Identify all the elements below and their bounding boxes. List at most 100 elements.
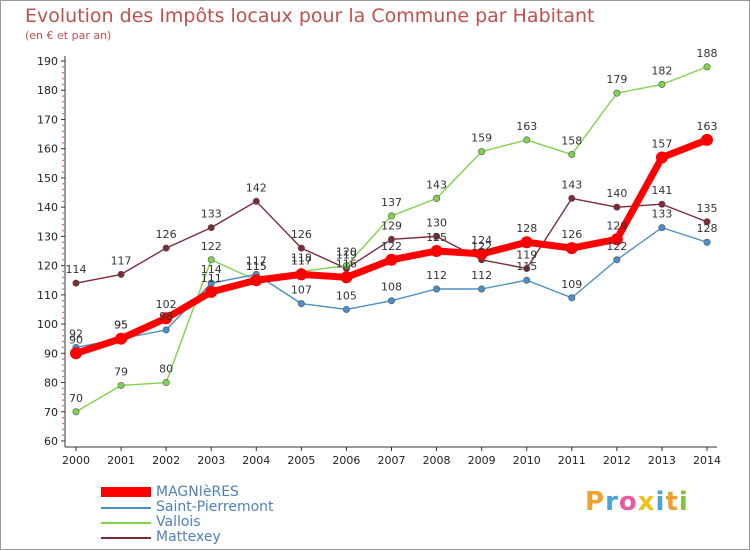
y-minor-dot (62, 317, 64, 320)
y-minor-dot (62, 422, 64, 425)
y-minor-dot (62, 334, 64, 337)
y-minor-dot (62, 223, 64, 226)
data-label-0: 128 (516, 222, 537, 235)
y-minor-dot (62, 346, 64, 349)
series-point-1 (162, 326, 170, 334)
x-tick-label: 2008 (423, 454, 451, 467)
y-minor-dot (62, 434, 64, 436)
series-point-2 (703, 63, 711, 71)
data-label-3: 135 (697, 202, 718, 215)
chart-legend: MAGNIèRES Saint-Pierremont Vallois Matte… (101, 484, 361, 545)
data-label-3: 142 (246, 181, 267, 194)
y-tick-label: 120 (37, 260, 58, 273)
y-minor-dot (62, 130, 64, 132)
data-label-3: 129 (381, 219, 402, 232)
series-point-0 (205, 285, 218, 298)
series-point-1 (297, 300, 305, 308)
y-minor-dot (62, 136, 64, 138)
data-label-1: 98 (159, 310, 173, 323)
series-point-1 (478, 285, 486, 293)
x-tick-label: 2014 (693, 454, 721, 467)
logo-letter: o (618, 487, 638, 517)
data-label-0: 129 (606, 219, 627, 232)
logo-letter: i (678, 487, 689, 517)
logo-letter: P (585, 487, 606, 517)
legend-item-magnieres: MAGNIèRES (101, 484, 361, 500)
data-label-2: 122 (201, 240, 222, 253)
series-point-3 (613, 203, 621, 211)
data-label-2: 115 (246, 260, 267, 273)
y-minor-dot (62, 282, 64, 284)
data-label-1: 133 (651, 208, 672, 221)
y-tick-label: 150 (37, 172, 58, 185)
y-minor-dot (62, 182, 64, 185)
y-tick-label: 160 (37, 143, 58, 156)
legend-item-mattexey: Mattexey (101, 529, 361, 545)
y-minor-dot (62, 358, 64, 360)
y-minor-dot (62, 253, 64, 255)
chart-subtitle: (en € et par an) (25, 29, 112, 42)
x-tick-label: 2013 (648, 454, 676, 467)
y-minor-dot (62, 194, 64, 197)
y-tick-label: 70 (44, 406, 58, 419)
data-label-1: 114 (201, 263, 222, 276)
y-minor-dot (62, 364, 64, 366)
y-minor-dot (62, 340, 64, 343)
series-point-0 (160, 312, 173, 325)
series-point-2 (433, 194, 441, 202)
data-label-3: 119 (336, 249, 357, 262)
series-point-1 (568, 294, 576, 302)
series-point-1 (342, 305, 350, 313)
y-tick-label: 110 (37, 289, 58, 302)
data-label-3: 126 (156, 228, 177, 241)
data-label-0: 126 (561, 228, 582, 241)
data-label-3: 130 (426, 216, 447, 229)
series-point-3 (162, 244, 170, 252)
y-minor-dot (62, 165, 64, 168)
data-label-2: 179 (606, 73, 627, 86)
series-point-0 (655, 151, 668, 164)
series-point-0 (115, 332, 128, 345)
logo-letter: x (637, 487, 656, 517)
y-minor-dot (62, 276, 64, 279)
y-minor-dot (62, 112, 64, 115)
y-tick-label: 190 (37, 55, 58, 68)
y-tick-label: 90 (44, 347, 58, 360)
series-point-2 (658, 80, 666, 88)
legend-item-saint-pierremont: Saint-Pierremont (101, 499, 361, 515)
data-label-2: 163 (516, 120, 537, 133)
data-label-1: 109 (561, 278, 582, 291)
series-point-3 (433, 232, 441, 240)
series-point-1 (387, 297, 395, 305)
y-minor-dot (62, 370, 64, 372)
data-label-1: 122 (606, 240, 627, 253)
y-minor-dot (62, 71, 64, 74)
series-point-0 (520, 236, 533, 249)
series-point-2 (162, 379, 170, 387)
y-minor-dot (62, 66, 64, 68)
data-label-3: 119 (516, 249, 537, 262)
x-tick-label: 2000 (62, 454, 90, 467)
y-minor-dot (62, 305, 64, 308)
series-point-2 (613, 89, 621, 97)
y-minor-dot (62, 200, 64, 203)
series-point-1 (613, 256, 621, 264)
legend-label-saint-pierremont: Saint-Pierremont (156, 499, 274, 515)
series-point-2 (523, 136, 531, 144)
series-point-2 (342, 262, 350, 270)
series-point-0 (430, 245, 443, 257)
series-point-0 (70, 347, 82, 360)
series-point-1 (433, 285, 441, 293)
y-minor-dot (62, 218, 64, 220)
series-point-0 (250, 274, 263, 287)
y-minor-dot (62, 428, 64, 431)
data-label-0: 111 (201, 272, 222, 285)
y-minor-dot (62, 241, 64, 244)
y-minor-dot (62, 288, 64, 290)
data-label-1: 95 (114, 319, 128, 332)
data-label-0: 125 (426, 231, 447, 244)
y-minor-dot (62, 329, 64, 331)
series-point-3 (568, 194, 576, 202)
